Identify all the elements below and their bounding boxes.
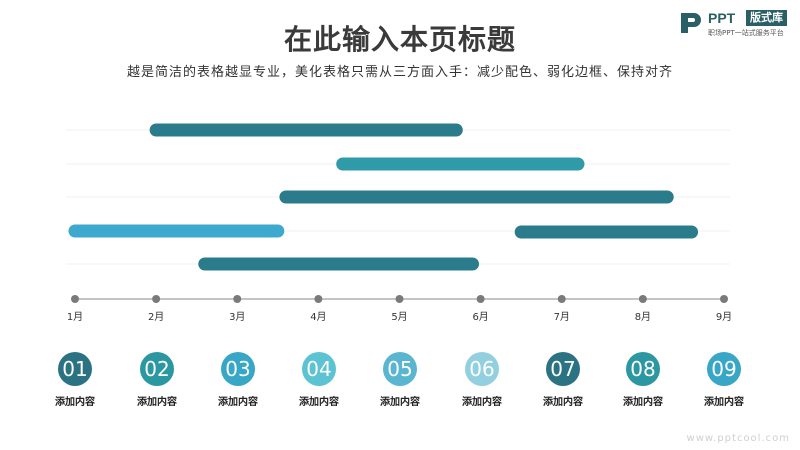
x-axis-tick-label: 9月 bbox=[716, 311, 732, 323]
x-axis-tick-dot bbox=[476, 295, 485, 303]
item-number-badge: 03 bbox=[221, 352, 255, 386]
brand-logo[interactable]: PPT 版式库 职场PPT一站式服务平台 bbox=[678, 10, 794, 40]
x-axis-tick-label: 7月 bbox=[554, 311, 570, 323]
page-title: 在此输入本页标题 bbox=[283, 23, 516, 56]
x-axis-tick-dot bbox=[71, 295, 79, 303]
page-subtitle: 越是简洁的表格越显专业，美化表格只需从三方面入手：减少配色、弱化边框、保持对齐 bbox=[126, 65, 673, 80]
item-caption[interactable]: 添加内容 bbox=[704, 397, 744, 408]
logo-badge: 版式库 bbox=[746, 10, 787, 26]
item-number-badge: 09 bbox=[707, 352, 741, 386]
item-caption[interactable]: 添加内容 bbox=[55, 397, 95, 408]
logo-word: PPT bbox=[708, 10, 736, 26]
x-axis-tick-dot bbox=[233, 295, 242, 303]
x-axis-tick-label: 3月 bbox=[229, 311, 245, 323]
item-number-badge: 07 bbox=[546, 352, 580, 386]
logo-p-icon bbox=[681, 13, 701, 33]
logo-tagline: 职场PPT一站式服务平台 bbox=[708, 29, 784, 37]
x-axis-tick-label: 1月 bbox=[67, 311, 83, 323]
x-axis-tick-dot bbox=[152, 295, 161, 303]
item-number-badge: 04 bbox=[302, 352, 336, 386]
x-axis-tick-dot bbox=[638, 295, 647, 303]
x-axis-tick-dot bbox=[720, 295, 728, 303]
watermark: www.pptcool.com bbox=[686, 433, 790, 444]
x-axis-tick-label: 5月 bbox=[391, 311, 407, 323]
x-axis-tick-dot bbox=[314, 295, 323, 303]
x-axis-tick-label: 8月 bbox=[635, 311, 651, 323]
item-number-badge: 05 bbox=[383, 352, 417, 386]
item-number-badge: 01 bbox=[58, 352, 92, 386]
item-caption[interactable]: 添加内容 bbox=[137, 397, 177, 408]
item-number-badge: 02 bbox=[140, 352, 174, 386]
item-number-badge: 06 bbox=[465, 352, 499, 386]
item-caption[interactable]: 添加内容 bbox=[218, 397, 258, 408]
item-caption[interactable]: 添加内容 bbox=[299, 397, 339, 408]
item-caption[interactable]: 添加内容 bbox=[380, 397, 420, 408]
item-caption[interactable]: 添加内容 bbox=[543, 397, 583, 408]
item-number-badge: 08 bbox=[626, 352, 660, 386]
item-caption[interactable]: 添加内容 bbox=[623, 397, 663, 408]
x-axis-tick-dot bbox=[395, 295, 404, 303]
item-caption[interactable]: 添加内容 bbox=[462, 397, 502, 408]
x-axis-tick-label: 6月 bbox=[472, 311, 488, 323]
x-axis-tick-dot bbox=[557, 295, 566, 303]
x-axis-tick-label: 4月 bbox=[310, 311, 326, 323]
x-axis-tick-label: 2月 bbox=[148, 311, 164, 323]
